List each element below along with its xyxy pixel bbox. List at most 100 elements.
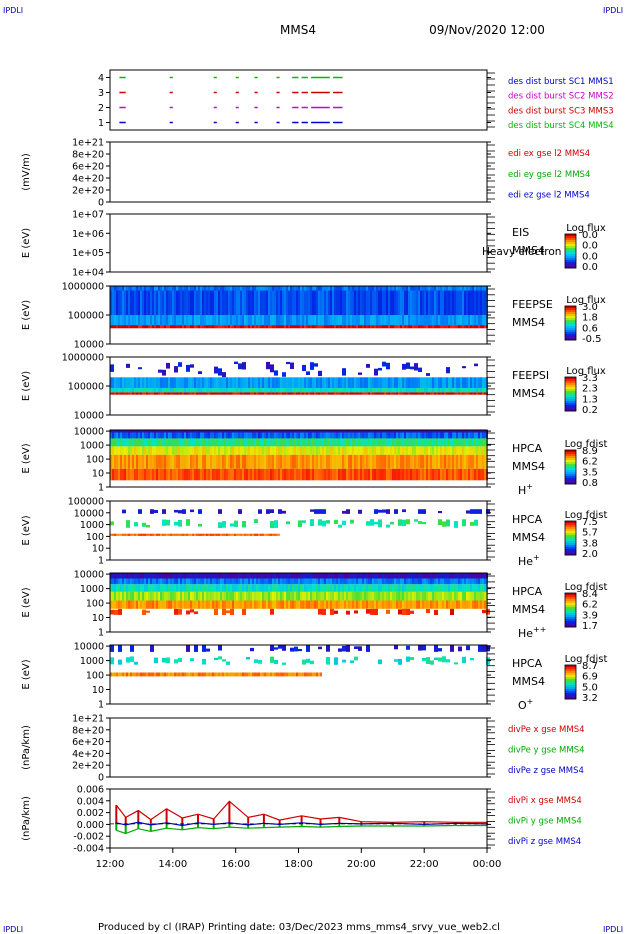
heatmap-cell — [334, 610, 338, 614]
heatmap-cell — [480, 325, 482, 329]
heatmap-cell — [378, 468, 380, 481]
heatmap-cell — [438, 591, 440, 601]
heatmap-cell — [402, 578, 404, 585]
heatmap-cell — [274, 672, 276, 677]
heatmap-cell — [114, 591, 116, 601]
heatmap-cell — [480, 454, 482, 469]
heatmap-cell — [262, 591, 264, 601]
heatmap-cell — [310, 600, 312, 609]
heatmap-cell — [444, 325, 446, 329]
heatmap-cell — [382, 446, 384, 455]
heatmap-cell — [188, 578, 190, 585]
heatmap-cell — [368, 578, 370, 585]
heatmap-cell — [426, 578, 428, 585]
legend-entry: divPe z gse MMS4 — [508, 766, 584, 776]
heatmap-cell — [346, 438, 348, 447]
heatmap-cell — [374, 578, 376, 585]
colorbar-swatch — [565, 234, 576, 237]
heatmap-cell — [438, 657, 442, 662]
heatmap-cell — [420, 468, 422, 481]
heatmap-cell — [164, 438, 166, 447]
heatmap-cell — [400, 468, 402, 481]
heatmap-cell — [348, 392, 350, 395]
heatmap-cell — [150, 286, 152, 291]
heatmap-cell — [316, 388, 318, 393]
heatmap-cell — [354, 600, 356, 609]
x-tick-label: 18:00 — [284, 859, 313, 870]
heatmap-cell — [130, 454, 132, 469]
y-tick-label: -0.004 — [73, 844, 104, 855]
heatmap-cell — [298, 454, 300, 469]
heatmap-cell — [294, 315, 296, 326]
heatmap-cell — [436, 377, 438, 389]
heatmap-cell — [406, 573, 408, 579]
colorbar-tick-label: 3.3 — [582, 373, 598, 384]
heatmap-cell — [470, 315, 472, 326]
heatmap-cell — [388, 392, 390, 395]
heatmap-cell — [180, 325, 182, 329]
heatmap-cell — [340, 591, 342, 601]
heatmap-cell — [298, 649, 302, 652]
heatmap-cell — [304, 591, 306, 601]
heatmap-cell — [242, 584, 244, 592]
heatmap-cell — [114, 377, 116, 389]
heatmap-cell — [364, 432, 366, 439]
heatmap-cell — [274, 377, 276, 389]
heatmap-cell — [446, 432, 448, 439]
heatmap-cell — [254, 519, 258, 524]
heatmap-cell — [364, 290, 366, 315]
heatmap-cell — [330, 377, 332, 389]
heatmap-cell — [326, 432, 328, 439]
heatmap-cell — [220, 315, 222, 326]
heatmap-cell — [170, 432, 172, 439]
heatmap-cell — [442, 388, 444, 393]
heatmap-cell — [448, 573, 450, 579]
heatmap-cell — [302, 446, 304, 455]
heatmap-cell — [164, 432, 166, 439]
heatmap-cell — [192, 430, 194, 433]
heatmap-cell — [416, 432, 418, 439]
heatmap-cell — [198, 672, 200, 677]
heatmap-cell — [234, 591, 236, 601]
heatmap-cell — [380, 591, 382, 601]
heatmap-cell — [210, 392, 212, 395]
heatmap-cell — [134, 430, 136, 433]
heatmap-cell — [204, 392, 206, 395]
heatmap-cell — [440, 430, 442, 433]
heatmap-cell — [182, 290, 184, 315]
heatmap-cell — [330, 468, 332, 481]
heatmap-cell — [318, 509, 322, 514]
heatmap-cell — [264, 573, 266, 579]
heatmap-cell — [286, 521, 290, 525]
heatmap-cell — [184, 468, 186, 481]
heatmap-cell — [408, 578, 410, 585]
heatmap-cell — [194, 672, 196, 677]
heatmap-cell — [160, 392, 162, 395]
heatmap-cell — [174, 388, 176, 393]
heatmap-cell — [170, 438, 172, 447]
heatmap-cell — [370, 290, 372, 315]
heatmap-cell — [130, 438, 132, 447]
heatmap-cell — [420, 591, 422, 601]
heatmap-cell — [386, 573, 388, 579]
heatmap-cell — [122, 584, 124, 592]
heatmap-cell — [158, 591, 160, 601]
heatmap-cell — [134, 533, 136, 536]
heatmap-cell — [312, 573, 314, 579]
heatmap-cell — [282, 392, 284, 395]
heatmap-cell — [378, 286, 380, 291]
heatmap-cell — [344, 388, 346, 393]
heatmap-cell — [240, 430, 242, 433]
heatmap-cell — [246, 533, 248, 536]
heatmap-cell — [404, 591, 406, 601]
heatmap-cell — [482, 377, 484, 389]
heatmap-cell — [188, 438, 190, 447]
heatmap-cell — [170, 672, 172, 677]
heatmap-cell — [292, 325, 294, 329]
heatmap-cell — [148, 573, 150, 579]
heatmap-cell — [140, 600, 142, 609]
y-tick-label: 4e+20 — [72, 174, 104, 185]
heatmap-cell — [310, 454, 312, 469]
heatmap-cell — [230, 454, 232, 469]
heatmap-cell — [150, 430, 152, 433]
